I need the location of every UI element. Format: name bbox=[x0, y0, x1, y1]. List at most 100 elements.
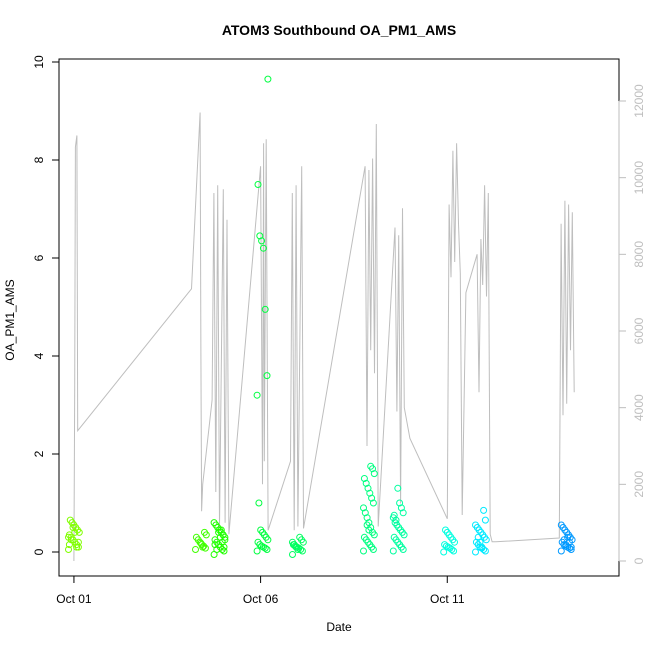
scatter-point bbox=[448, 546, 456, 553]
scatter-point bbox=[201, 528, 208, 536]
scatter-point bbox=[253, 547, 261, 555]
scatter-point bbox=[360, 547, 367, 555]
scatter-cluster bbox=[289, 533, 307, 558]
scatter-point bbox=[368, 494, 376, 502]
y-tick-label: 10 bbox=[32, 55, 46, 69]
scatter-point bbox=[478, 543, 486, 551]
scatter-point bbox=[442, 542, 450, 550]
scatter-point bbox=[397, 504, 405, 512]
y2-tick-label: 4000 bbox=[632, 394, 646, 421]
scatter-point bbox=[253, 391, 261, 399]
scatter-point bbox=[366, 489, 374, 497]
scatter-point bbox=[263, 546, 271, 553]
scatter-point bbox=[480, 506, 488, 514]
scatter-point bbox=[370, 470, 378, 478]
y-tick-label: 2 bbox=[32, 450, 46, 457]
y2-axis: 0 2000 4000 6000 8000 10000 12000 bbox=[618, 84, 646, 564]
scatter-point bbox=[219, 531, 227, 539]
scatter-point bbox=[440, 548, 448, 556]
scatter-point bbox=[65, 546, 72, 553]
scatter-point bbox=[399, 509, 407, 517]
scatter-point bbox=[254, 181, 262, 188]
scatter-point bbox=[481, 516, 489, 524]
scatter-cluster bbox=[389, 484, 408, 555]
scatter-point bbox=[192, 533, 200, 541]
scatter-point bbox=[211, 541, 219, 549]
scatter-point bbox=[263, 372, 271, 380]
scatter-cluster bbox=[210, 519, 229, 558]
scatter-point bbox=[69, 524, 77, 531]
scatter-point bbox=[362, 479, 370, 487]
scatter-point bbox=[367, 462, 375, 470]
y2-tick-label: 2000 bbox=[632, 471, 646, 498]
scatter-point bbox=[210, 519, 218, 527]
scatter-point bbox=[289, 551, 296, 558]
scatter-point bbox=[363, 514, 371, 522]
y-tick-label: 8 bbox=[32, 156, 46, 163]
scatter-point bbox=[442, 526, 449, 534]
x-tick-label: Oct 11 bbox=[430, 592, 465, 606]
scatter-point bbox=[394, 484, 402, 492]
scatter-point bbox=[360, 475, 368, 482]
scatter-point bbox=[557, 521, 565, 529]
scatter-point bbox=[257, 526, 265, 534]
y-tick-label: 4 bbox=[32, 352, 46, 359]
scatter-point bbox=[369, 499, 377, 507]
scatter-point bbox=[73, 543, 81, 551]
chart-title: ATOM3 Southbound OA_PM1_AMS bbox=[222, 22, 456, 38]
scatter-point bbox=[192, 546, 199, 553]
scatter-point bbox=[289, 538, 296, 546]
y-axis: 0 2 4 6 8 10 bbox=[32, 55, 60, 555]
scatter-cluster bbox=[192, 528, 210, 553]
scatter-point bbox=[254, 538, 262, 546]
series-line-secondary bbox=[73, 112, 575, 562]
scatter-point bbox=[390, 511, 398, 519]
y-axis-label: OA_PM1_AMS bbox=[3, 279, 17, 360]
y-tick-label: 6 bbox=[32, 254, 46, 261]
scatter-point bbox=[221, 536, 229, 544]
y2-tick-label: 0 bbox=[632, 557, 646, 564]
scatter-point bbox=[360, 533, 368, 541]
scatter-point bbox=[472, 521, 479, 529]
x-tick-label: Oct 06 bbox=[243, 592, 279, 606]
scatter-point bbox=[392, 516, 400, 524]
y2-tick-label: 12000 bbox=[632, 84, 646, 118]
scatter-point bbox=[264, 75, 272, 83]
scatter-point bbox=[256, 232, 264, 240]
scatter-point bbox=[220, 547, 228, 555]
scatter-point bbox=[220, 543, 228, 551]
scatter-point bbox=[74, 538, 82, 546]
y-tick-label: 0 bbox=[32, 548, 46, 555]
scatter-point bbox=[360, 504, 367, 512]
scatter-point bbox=[363, 521, 371, 529]
scatter-point bbox=[396, 499, 404, 507]
scatter-point bbox=[259, 244, 267, 252]
scatter-point bbox=[213, 546, 221, 553]
scatter-point bbox=[296, 533, 304, 541]
plot-area bbox=[65, 75, 576, 562]
scatter-point bbox=[361, 509, 369, 517]
scatter-point bbox=[364, 484, 372, 492]
scatter-point bbox=[217, 526, 225, 534]
scatter-point bbox=[472, 548, 479, 556]
scatter-point bbox=[472, 538, 480, 546]
scatter-point bbox=[557, 547, 565, 555]
scatter-point bbox=[390, 533, 398, 541]
scatter-point bbox=[476, 538, 484, 546]
scatter-point bbox=[560, 536, 568, 544]
scatter-point bbox=[66, 516, 74, 524]
scatter-point bbox=[255, 499, 263, 507]
scatter-point bbox=[71, 528, 79, 536]
scatter-point bbox=[441, 541, 449, 549]
x-axis-label: Date bbox=[326, 620, 352, 634]
scatter-point bbox=[474, 533, 482, 541]
scatter-point bbox=[567, 546, 575, 553]
y2-tick-label: 6000 bbox=[632, 317, 646, 344]
scatter-point bbox=[67, 536, 75, 544]
y2-tick-label: 8000 bbox=[632, 241, 646, 268]
scatter-point bbox=[65, 541, 73, 549]
x-tick-label: Oct 01 bbox=[56, 592, 92, 606]
scatter-cluster bbox=[65, 516, 83, 553]
scatter-point bbox=[389, 547, 397, 555]
